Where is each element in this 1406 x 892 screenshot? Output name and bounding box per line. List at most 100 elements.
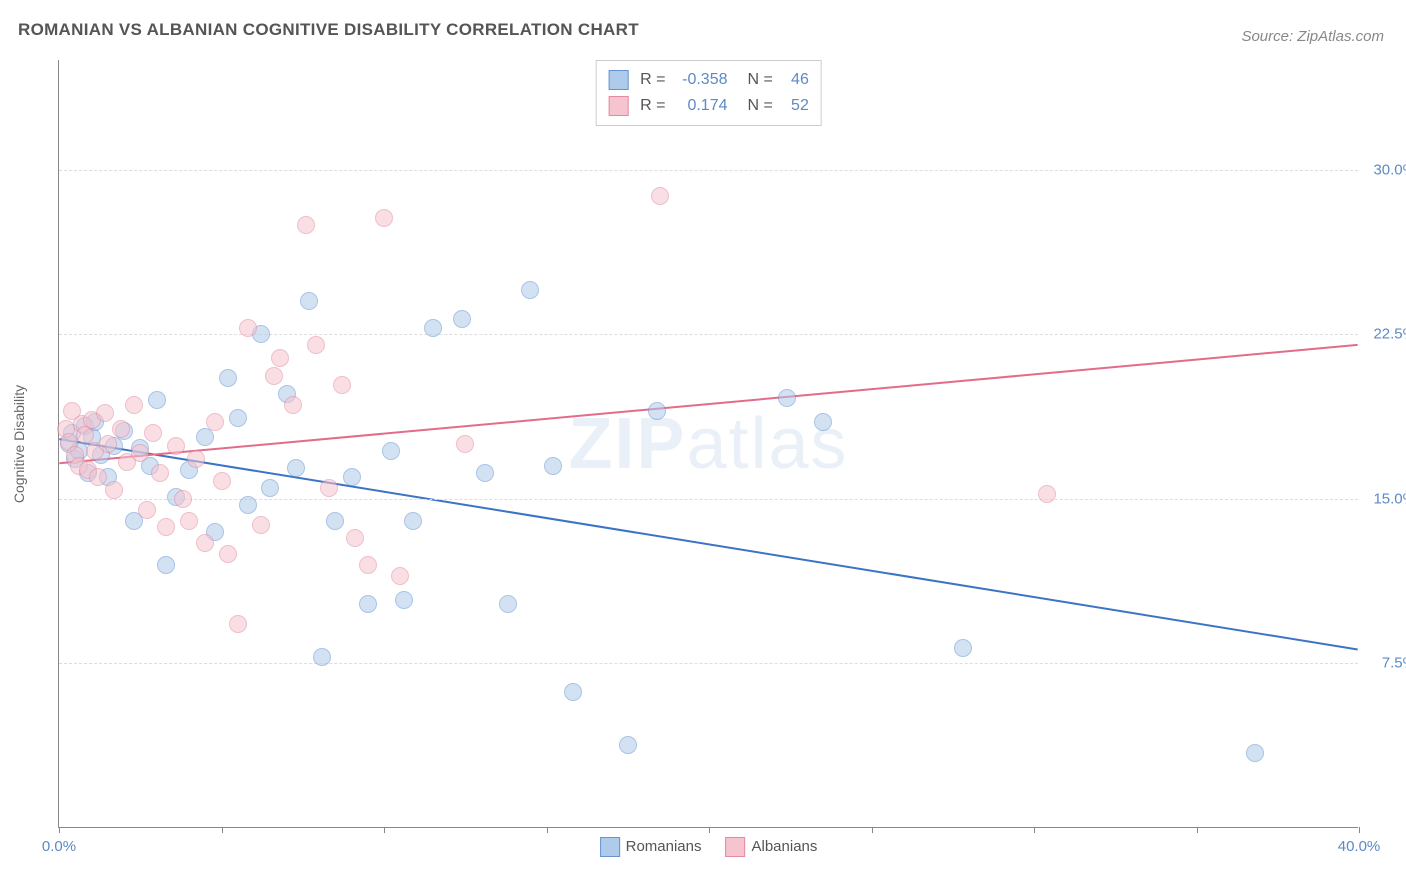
r-value: 0.174 bbox=[674, 97, 728, 115]
legend-item: Romanians bbox=[600, 837, 702, 857]
data-point bbox=[778, 389, 796, 407]
legend-item: Albanians bbox=[725, 837, 817, 857]
data-point bbox=[206, 413, 224, 431]
data-point bbox=[814, 413, 832, 431]
n-value: 46 bbox=[781, 71, 809, 89]
trend-line bbox=[59, 345, 1357, 463]
r-label: R = bbox=[640, 97, 665, 115]
data-point bbox=[138, 501, 156, 519]
data-point bbox=[187, 450, 205, 468]
data-point bbox=[219, 545, 237, 563]
data-point bbox=[229, 409, 247, 427]
data-point bbox=[229, 615, 247, 633]
data-point bbox=[954, 639, 972, 657]
data-point bbox=[151, 464, 169, 482]
data-point bbox=[271, 349, 289, 367]
data-point bbox=[404, 512, 422, 530]
data-point bbox=[313, 648, 331, 666]
x-tick bbox=[59, 827, 60, 833]
data-point bbox=[456, 435, 474, 453]
series-legend: Romanians Albanians bbox=[600, 837, 818, 857]
data-point bbox=[261, 479, 279, 497]
data-point bbox=[157, 518, 175, 536]
data-point bbox=[125, 396, 143, 414]
data-point bbox=[395, 591, 413, 609]
data-point bbox=[1038, 485, 1056, 503]
y-tick-label: 7.5% bbox=[1366, 655, 1406, 672]
data-point bbox=[180, 512, 198, 530]
x-tick bbox=[384, 827, 385, 833]
data-point bbox=[239, 496, 257, 514]
data-point bbox=[96, 404, 114, 422]
y-tick-label: 15.0% bbox=[1366, 490, 1406, 507]
watermark: ZIPatlas bbox=[568, 403, 848, 485]
plot-area: ZIPatlas Cognitive Disability R =-0.358N… bbox=[58, 60, 1358, 828]
y-tick-label: 30.0% bbox=[1366, 161, 1406, 178]
legend-label: Romanians bbox=[626, 838, 702, 855]
x-tick bbox=[1359, 827, 1360, 833]
n-label: N = bbox=[748, 97, 773, 115]
data-point bbox=[521, 281, 539, 299]
data-point bbox=[131, 444, 149, 462]
data-point bbox=[424, 319, 442, 337]
data-point bbox=[1246, 744, 1264, 762]
legend-swatch bbox=[600, 837, 620, 857]
data-point bbox=[196, 534, 214, 552]
trend-lines bbox=[59, 60, 1358, 827]
y-axis-label: Cognitive Disability bbox=[11, 384, 27, 502]
data-point bbox=[297, 216, 315, 234]
data-point bbox=[219, 369, 237, 387]
data-point bbox=[252, 516, 270, 534]
correlation-legend: R = -0.358 N = 46 R = 0.174 N = 52 bbox=[595, 60, 822, 126]
data-point bbox=[89, 468, 107, 486]
data-point bbox=[346, 529, 364, 547]
data-point bbox=[287, 459, 305, 477]
data-point bbox=[343, 468, 361, 486]
legend-swatch bbox=[725, 837, 745, 857]
data-point bbox=[476, 464, 494, 482]
data-point bbox=[196, 428, 214, 446]
x-tick bbox=[1034, 827, 1035, 833]
gridline bbox=[59, 170, 1358, 171]
r-value: -0.358 bbox=[674, 71, 728, 89]
data-point bbox=[99, 435, 117, 453]
x-tick-label: 40.0% bbox=[1338, 838, 1381, 855]
data-point bbox=[375, 209, 393, 227]
data-point bbox=[167, 437, 185, 455]
data-point bbox=[300, 292, 318, 310]
data-point bbox=[544, 457, 562, 475]
trend-line bbox=[59, 439, 1357, 649]
x-tick bbox=[222, 827, 223, 833]
y-tick-label: 22.5% bbox=[1366, 326, 1406, 343]
x-tick-label: 0.0% bbox=[42, 838, 76, 855]
data-point bbox=[648, 402, 666, 420]
data-point bbox=[333, 376, 351, 394]
data-point bbox=[320, 479, 338, 497]
legend-label: Albanians bbox=[751, 838, 817, 855]
data-point bbox=[619, 736, 637, 754]
data-point bbox=[239, 319, 257, 337]
chart-title: ROMANIAN VS ALBANIAN COGNITIVE DISABILIT… bbox=[18, 20, 639, 40]
data-point bbox=[359, 595, 377, 613]
gridline bbox=[59, 663, 1358, 664]
legend-stat-row: R = -0.358 N = 46 bbox=[608, 67, 809, 93]
data-point bbox=[453, 310, 471, 328]
x-tick bbox=[1197, 827, 1198, 833]
data-point bbox=[326, 512, 344, 530]
legend-swatch bbox=[608, 70, 628, 90]
data-point bbox=[307, 336, 325, 354]
r-label: R = bbox=[640, 71, 665, 89]
n-value: 52 bbox=[781, 97, 809, 115]
data-point bbox=[499, 595, 517, 613]
x-tick bbox=[547, 827, 548, 833]
data-point bbox=[391, 567, 409, 585]
data-point bbox=[105, 481, 123, 499]
legend-stat-row: R = 0.174 N = 52 bbox=[608, 93, 809, 119]
data-point bbox=[359, 556, 377, 574]
x-tick bbox=[872, 827, 873, 833]
data-point bbox=[382, 442, 400, 460]
x-tick bbox=[709, 827, 710, 833]
data-point bbox=[564, 683, 582, 701]
n-label: N = bbox=[748, 71, 773, 89]
data-point bbox=[265, 367, 283, 385]
